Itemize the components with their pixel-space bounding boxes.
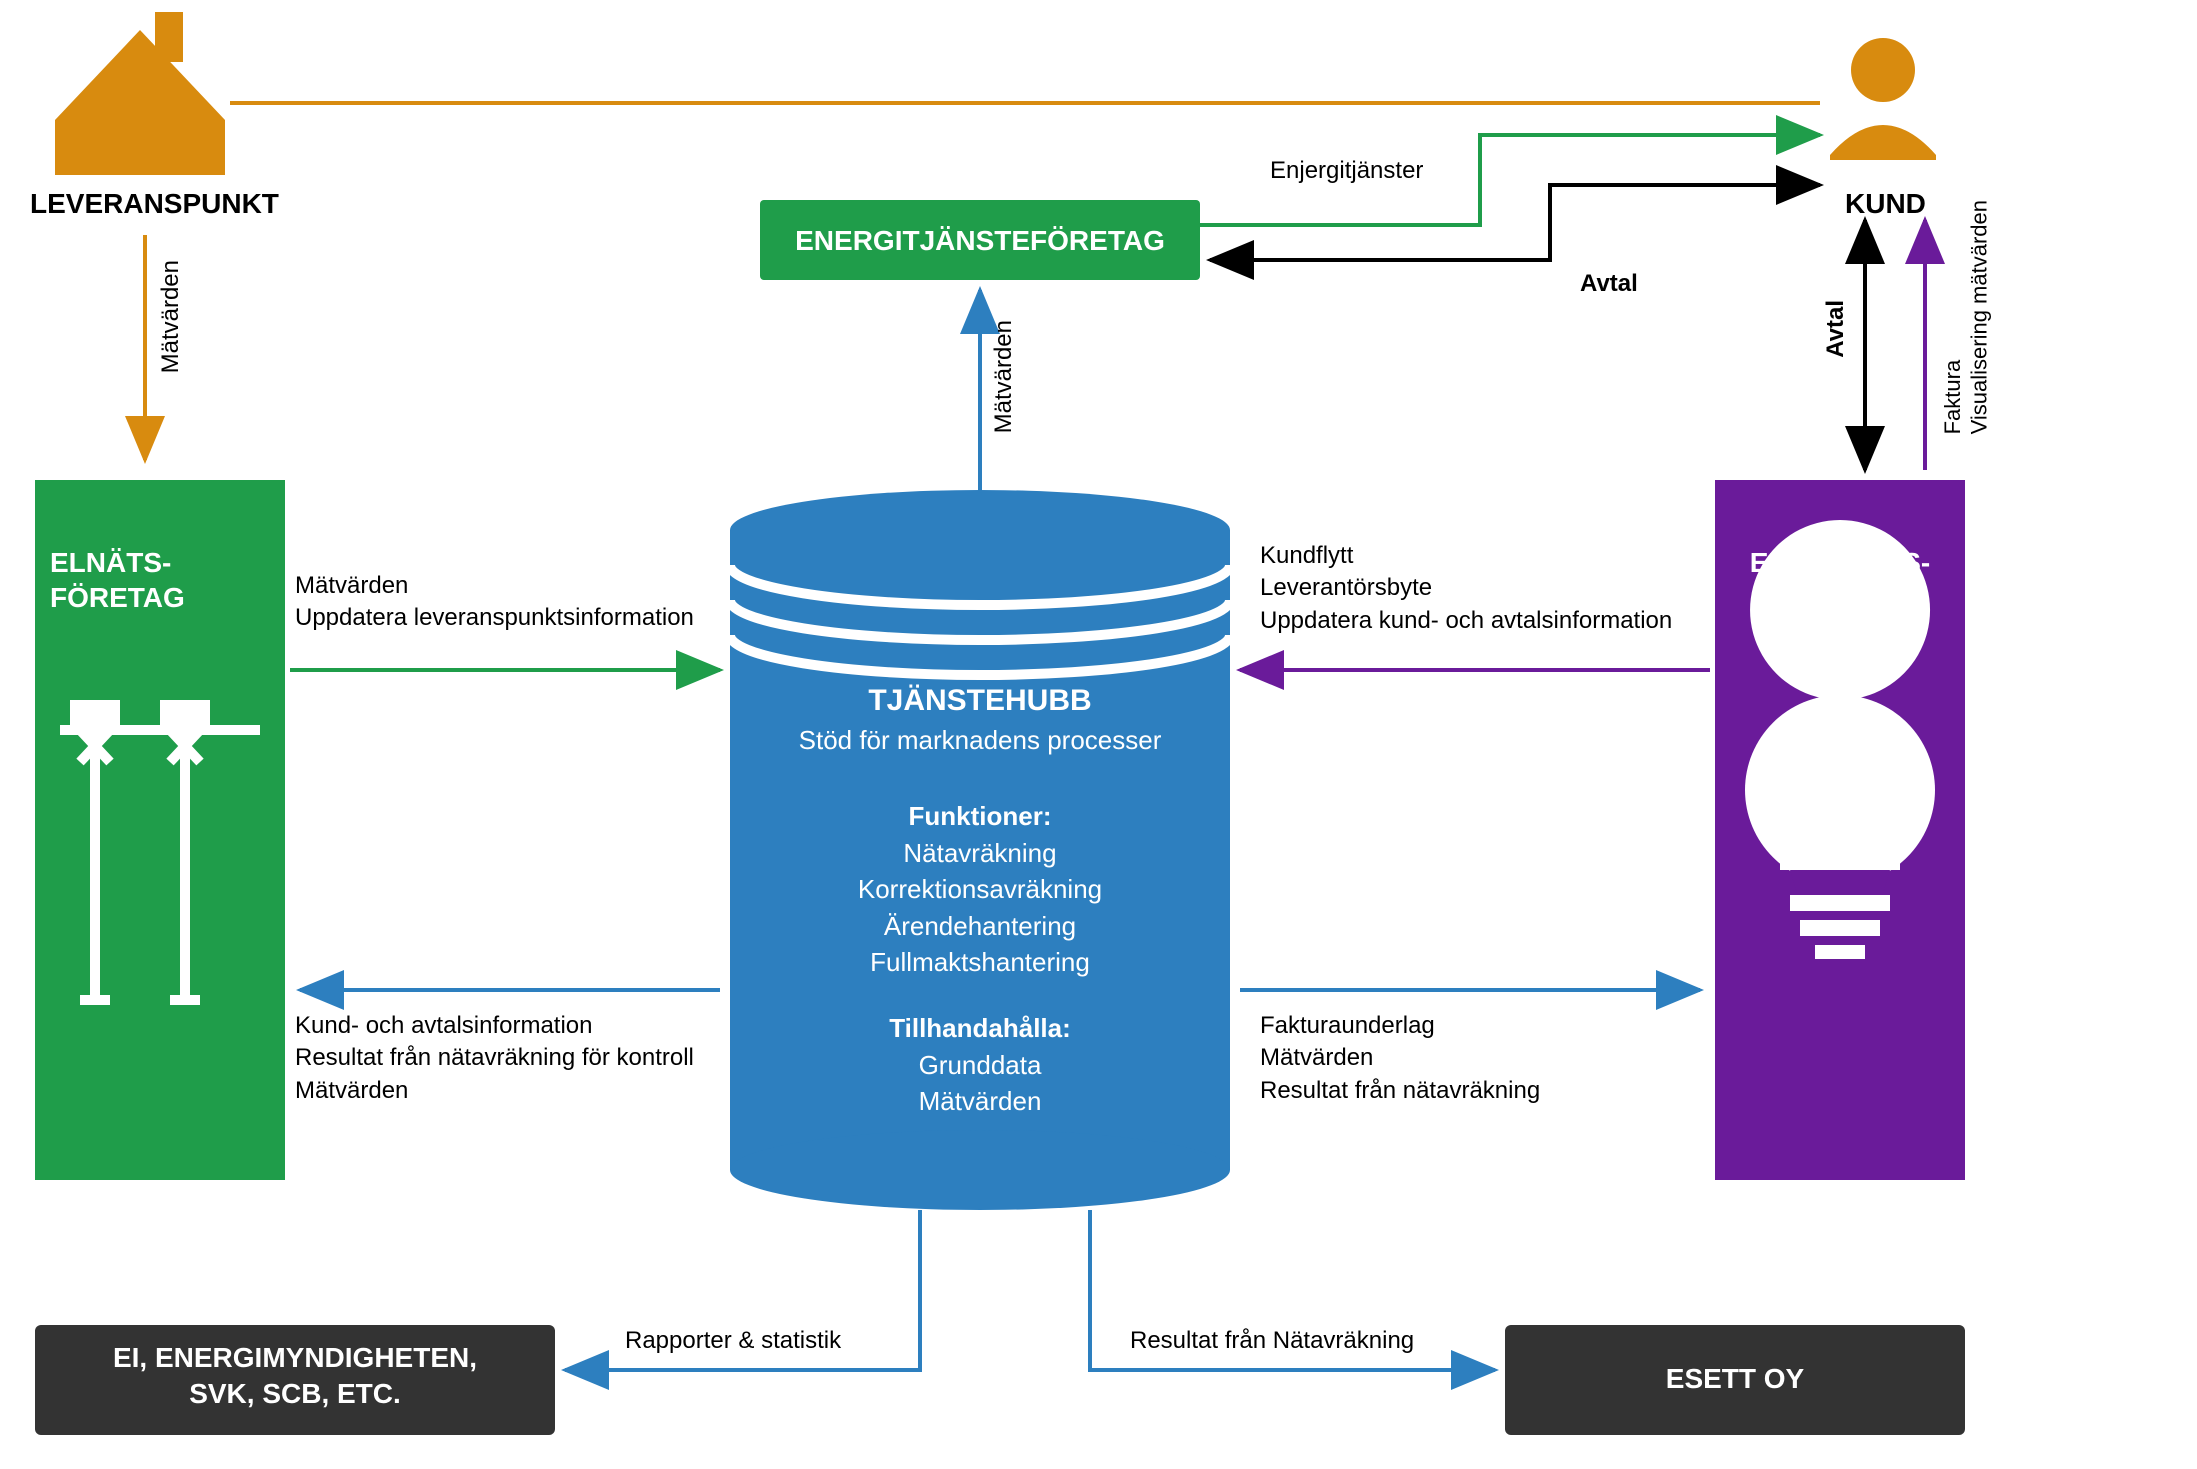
bottom-right-box-label: ESETT OY xyxy=(1505,1360,1965,1398)
hub-content: TJÄNSTEHUBB Stöd för marknadens processe… xyxy=(730,680,1230,1120)
to-hub-left-label: MätvärdenUppdatera leveranspunktsinforma… xyxy=(295,570,694,635)
house-icon xyxy=(55,12,225,175)
person-icon xyxy=(1830,38,1936,160)
enjergitjanster-label: Enjergitjänster xyxy=(1270,155,1423,187)
from-hub-right-label: FakturaunderlagMätvärdenResultat från nä… xyxy=(1260,1010,1540,1107)
powerlines-icon xyxy=(60,700,260,1000)
matvarden-left-label: Mätvärden xyxy=(155,260,187,373)
to-hub-right-label: KundflyttLeverantörsbyteUppdatera kund- … xyxy=(1260,540,1672,637)
rapporter-label: Rapporter & statistik xyxy=(625,1325,841,1357)
from-hub-left-label: Kund- och avtalsinformationResultat från… xyxy=(295,1010,694,1107)
bottom-left-box-label: EI, ENERGIMYNDIGHETEN,SVK, SCB, ETC. xyxy=(35,1340,555,1413)
matvarden-center-label: Mätvärden xyxy=(988,320,1020,433)
kund-label: KUND xyxy=(1845,185,1926,223)
elhandels-box-label: ELHANDELS-FÖRETAG xyxy=(1715,545,1965,615)
leveranspunkt-label: LEVERANSPUNKT xyxy=(30,185,279,223)
avtal-right-label: Avtal xyxy=(1820,300,1852,358)
resultat-bottom-label: Resultat från Nätavräkning xyxy=(1130,1325,1414,1357)
faktura-label: FakturaVisualisering mätvärden xyxy=(1940,200,1993,434)
elnats-box-label: ELNÄTS-FÖRETAG xyxy=(50,545,185,615)
avtal-top-label: Avtal xyxy=(1580,268,1638,300)
energitjanst-box-label: ENERGITJÄNSTEFÖRETAG xyxy=(760,222,1200,260)
